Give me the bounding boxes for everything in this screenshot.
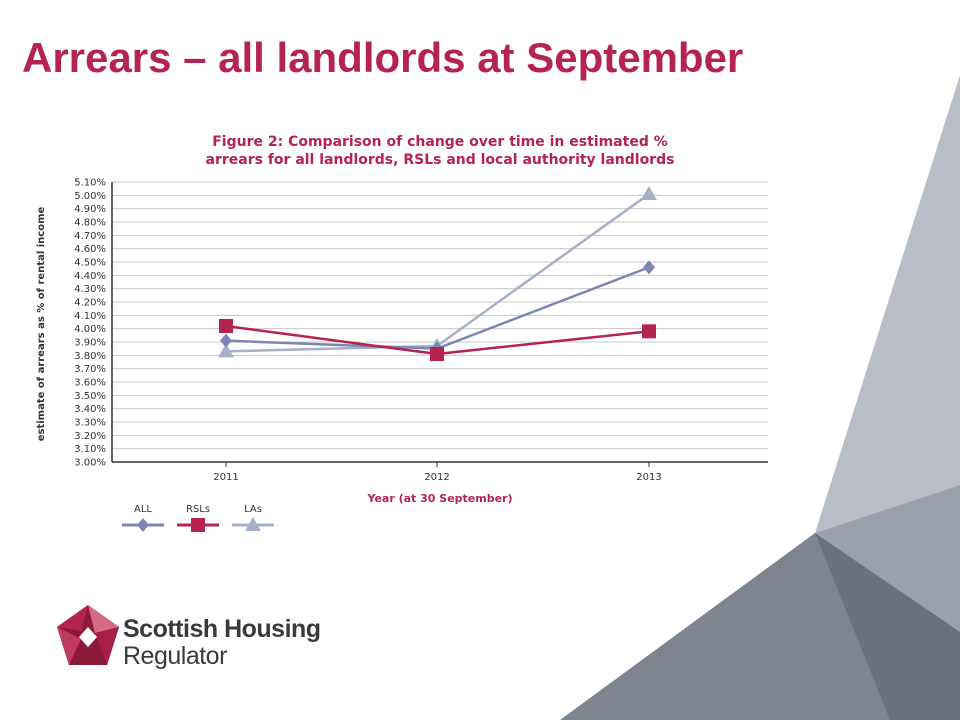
y-tick-label: 4.50% xyxy=(74,258,106,269)
data-point-las xyxy=(218,343,234,358)
y-tick-label: 3.50% xyxy=(74,391,106,402)
y-tick-label: 4.90% xyxy=(74,204,106,215)
y-tick-label: 3.70% xyxy=(74,364,106,375)
y-tick-label: 5.10% xyxy=(74,178,106,189)
y-tick-label: 3.00% xyxy=(74,458,106,469)
logo-icon xyxy=(57,605,119,665)
y-tick-label: 4.30% xyxy=(74,284,106,295)
y-tick-label: 3.10% xyxy=(74,444,106,455)
series-line-las xyxy=(225,192,650,353)
y-tick-label: 4.60% xyxy=(74,244,106,255)
series-layer xyxy=(218,186,657,361)
y-tick-label: 4.80% xyxy=(74,218,106,229)
y-tick-label: 3.90% xyxy=(74,338,106,349)
y-tick-label: 3.40% xyxy=(74,404,106,415)
data-point-las xyxy=(641,186,657,200)
data-point-rsls xyxy=(219,319,233,333)
legend-label-rsls: RSLs xyxy=(186,504,210,515)
y-tick-label: 4.20% xyxy=(74,298,106,309)
legend-marker-rsls xyxy=(191,518,205,532)
data-point-all xyxy=(643,260,655,275)
legend-marker-all xyxy=(137,518,149,532)
logo-shape-d xyxy=(57,627,81,665)
legend-label-las: LAs xyxy=(244,504,262,515)
y-tick-label: 4.00% xyxy=(74,324,106,335)
logo-shape-b xyxy=(88,605,119,633)
y-tick-label: 3.30% xyxy=(74,418,106,429)
y-tick-label: 4.40% xyxy=(74,271,106,282)
chart-title-line2: arrears for all landlords, RSLs and loca… xyxy=(206,152,675,168)
x-axis-label: Year (at 30 September) xyxy=(367,492,513,505)
x-tick-label: 2011 xyxy=(213,472,238,483)
logo-name-line1: Scottish Housing xyxy=(123,615,321,643)
deco-shape-mid xyxy=(815,485,960,632)
y-tick-label: 3.20% xyxy=(74,431,106,442)
data-point-all xyxy=(220,333,232,348)
logo-name-line2: Regulator xyxy=(123,642,227,670)
logo-center xyxy=(79,627,97,647)
legend-label-all: ALL xyxy=(134,504,152,515)
y-tick-label: 5.00% xyxy=(74,191,106,202)
legend: ALL RSLs LAs xyxy=(122,504,274,532)
y-tick-label: 3.60% xyxy=(74,378,106,389)
x-tick-label: 2012 xyxy=(424,472,449,483)
data-point-rsls xyxy=(430,347,444,361)
logo-shape-e xyxy=(95,627,119,665)
deco-shape-darker xyxy=(815,533,960,720)
legend-marker-las xyxy=(245,517,261,531)
slide-title: Arrears – all landlords at September xyxy=(22,34,744,81)
series-line-all xyxy=(225,266,650,350)
y-axis-label: estimate of arrears as % of rental incom… xyxy=(36,207,47,442)
x-tick-label: 2013 xyxy=(636,472,661,483)
grid-layer: 3.00% 3.10% 3.20% 3.30% 3.40% 3.50% 3.60% 3.70%… xyxy=(74,178,768,483)
y-tick-label: 4.10% xyxy=(74,311,106,322)
y-tick-label: 3.80% xyxy=(74,351,106,362)
chart-title-line1: Figure 2: Comparison of change over time… xyxy=(212,134,668,150)
deco-shape-light xyxy=(815,75,960,533)
logo-shape-c xyxy=(57,605,88,631)
data-point-rsls xyxy=(642,324,656,339)
y-tick-label: 4.70% xyxy=(74,231,106,242)
